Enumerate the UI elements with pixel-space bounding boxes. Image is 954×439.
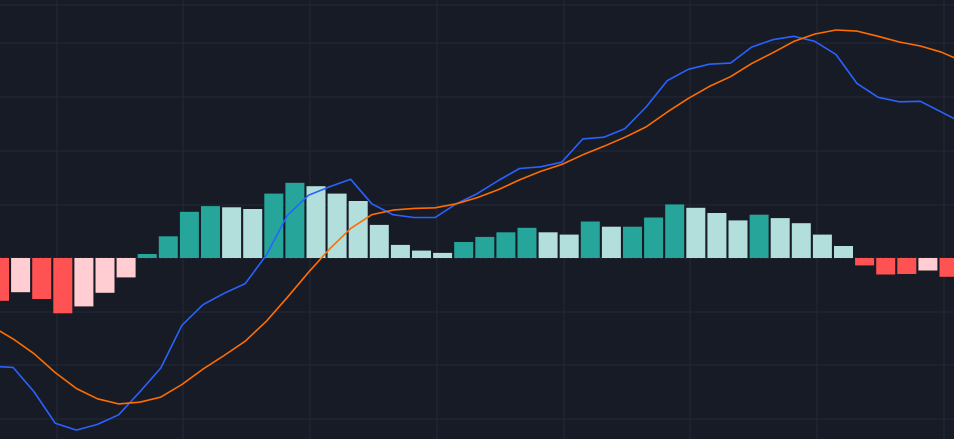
histogram-bar [749, 214, 769, 258]
histogram-bar [538, 232, 558, 258]
macd-line [0, 35, 954, 431]
histogram-bar [74, 258, 94, 307]
histogram-bar [222, 207, 242, 258]
histogram-bar [665, 204, 685, 258]
histogram-bar [918, 258, 938, 271]
histogram-bar [390, 244, 410, 258]
histogram-bar [243, 209, 263, 258]
histogram-bar [496, 232, 516, 258]
histogram-bar [791, 223, 811, 258]
histogram-bar [559, 234, 579, 258]
histogram-bar [475, 236, 495, 258]
histogram-bar [264, 193, 284, 258]
histogram-bar [53, 258, 73, 314]
histogram-bar [770, 218, 790, 258]
histogram-bar [517, 227, 537, 258]
histogram-bar [623, 226, 642, 258]
histogram-bar [348, 201, 368, 258]
histogram-bar [686, 207, 706, 258]
histogram-bar [327, 193, 347, 258]
histogram-bar [855, 258, 875, 266]
signal-line [0, 29, 954, 405]
histogram-bar [834, 246, 853, 258]
histogram-bar [179, 211, 199, 258]
histogram-layer [0, 182, 954, 314]
histogram-bar [897, 258, 917, 274]
histogram-bar [454, 242, 474, 258]
histogram-bar [11, 258, 31, 293]
histogram-bar [580, 221, 600, 258]
histogram-bar [433, 252, 453, 258]
histogram-bar [728, 220, 748, 258]
histogram-bar [369, 224, 389, 258]
histogram-bar [158, 236, 178, 258]
histogram-bar [0, 258, 9, 301]
histogram-bar [285, 182, 305, 258]
histogram-bar [644, 217, 664, 258]
histogram-bar [116, 258, 136, 278]
histogram-bar [939, 258, 954, 277]
histogram-bar [812, 234, 832, 258]
histogram-bar [876, 258, 896, 275]
histogram-bar [32, 258, 52, 299]
histogram-bar [201, 206, 220, 258]
histogram-bar [412, 250, 431, 258]
histogram-bar [137, 254, 157, 258]
histogram-bar [95, 258, 115, 293]
histogram-bar [306, 186, 326, 258]
histogram-bar [601, 226, 621, 258]
histogram-bar [707, 213, 727, 258]
lines-layer [0, 29, 954, 431]
